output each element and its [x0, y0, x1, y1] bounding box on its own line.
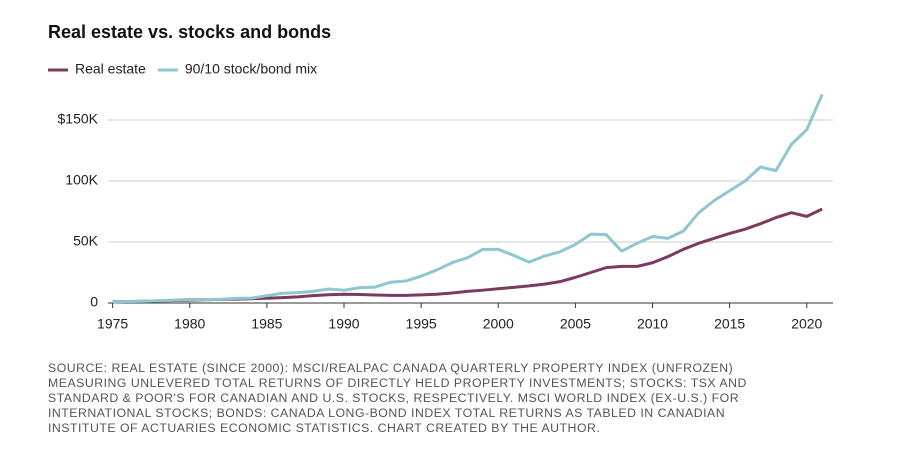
x-tick-label: 2005 [560, 316, 591, 332]
series-line [112, 207, 823, 304]
y-tick-label: 0 [90, 294, 98, 310]
x-tick-label: 2020 [791, 316, 822, 332]
x-tick-label: 1995 [406, 316, 437, 332]
x-tick-label: 1985 [251, 316, 282, 332]
x-tick-label: 2015 [714, 316, 745, 332]
legend-label: Real estate [75, 61, 146, 77]
legend-label: 90/10 stock/bond mix [185, 61, 317, 77]
y-tick-label: 50K [73, 233, 99, 249]
x-tick-label: 1975 [97, 316, 128, 332]
chart-title: Real estate vs. stocks and bonds [48, 22, 331, 42]
x-tick-label: 1990 [328, 316, 359, 332]
y-tick-label: 100K [65, 172, 98, 188]
series-line [112, 93, 824, 304]
x-tick-label: 1980 [174, 316, 205, 332]
x-tick-label: 2010 [637, 316, 668, 332]
y-tick-label: $150K [58, 111, 99, 127]
source-note: SOURCE: REAL ESTATE (SINCE 2000): MSCI/R… [48, 361, 747, 435]
x-tick-label: 2000 [483, 316, 514, 332]
